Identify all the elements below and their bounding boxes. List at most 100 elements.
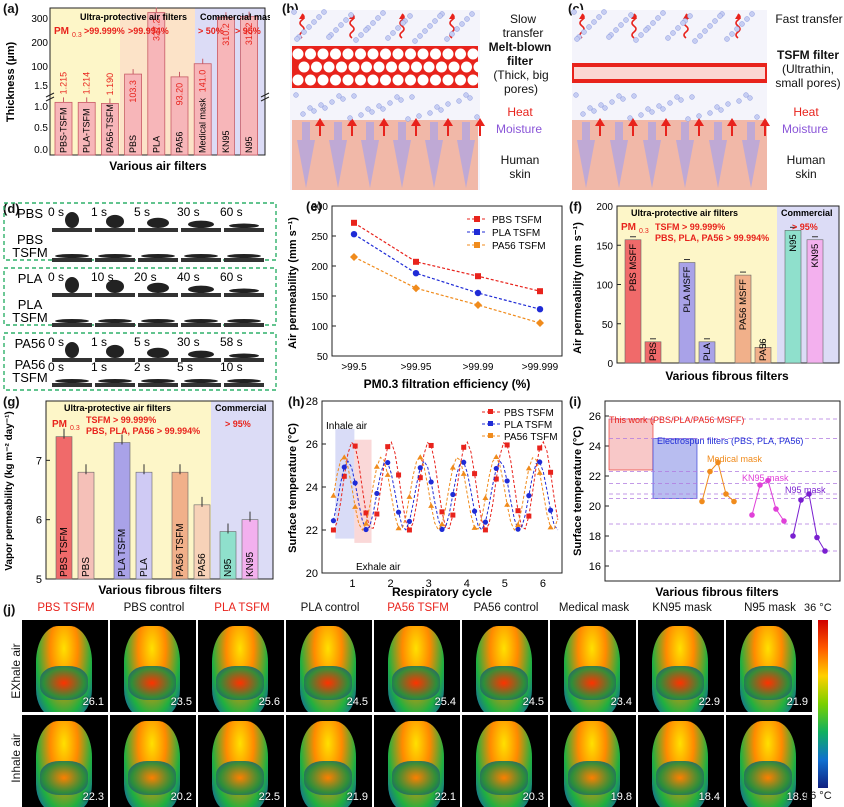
bar-label: PLA TSFM: [117, 529, 128, 577]
data-point: [515, 508, 521, 514]
ytick: 0.5: [34, 123, 48, 134]
moisture-droplet: [407, 13, 413, 19]
moisture-droplet: [340, 96, 346, 102]
data-point: [352, 503, 359, 509]
pore: [430, 48, 441, 60]
substrate: [181, 228, 221, 232]
moisture-droplet: [631, 93, 637, 99]
temperature-readout: 21.9: [346, 791, 368, 803]
data-point: [482, 527, 488, 533]
time-label: 60 s: [220, 270, 243, 284]
data-point: [374, 490, 380, 497]
time-label: 20 s: [134, 270, 157, 284]
this-work-label: This work (PBS/PLA/PA56 MSFF): [609, 415, 744, 425]
heat-label: Heat: [507, 105, 533, 119]
x-axis-label: Respiratory cycle: [392, 585, 492, 598]
y-axis-label: Air permeability (mm s⁻¹): [572, 222, 584, 354]
heat-arrow: [628, 118, 638, 136]
moisture-arrow: [709, 122, 727, 188]
thermal-image: 21.9: [286, 715, 372, 807]
substrate: [181, 293, 221, 297]
moisture-arrow: [361, 122, 379, 188]
time-label: 10 s: [220, 360, 243, 374]
panel-f: (f) 0 50 100 150 200 PBS MSFF PBS PLA MSFF PLA PA…: [567, 198, 844, 393]
series-line: [751, 479, 785, 522]
skin-label: Human skin: [500, 153, 540, 181]
moisture-droplet: [674, 94, 680, 100]
filter-name: Melt-blown filter: [488, 40, 552, 68]
substrate: [95, 258, 135, 262]
moisture-droplet: [467, 95, 473, 101]
tick-label: PBS-TSFM: [59, 107, 69, 153]
y-axis-label: Air permeability (mm s⁻¹): [287, 217, 299, 349]
pore: [455, 48, 466, 60]
panel-label: (d): [3, 201, 20, 216]
group-label: Commercial masks: [200, 12, 270, 22]
thermal-image: 22.1: [374, 715, 460, 807]
ytick: 300: [311, 202, 328, 213]
bar-label: PLA MSFF: [682, 266, 693, 312]
mask-region: [392, 666, 440, 700]
moisture-droplet: [394, 94, 400, 100]
tick-label: N95: [244, 136, 254, 153]
data-point: [384, 471, 391, 477]
legend-label: PBS TSFM: [492, 215, 542, 226]
time-label: 1 s: [91, 335, 107, 349]
arrow-head: [299, 14, 305, 19]
filter-desc: (Thick, big pores): [493, 68, 549, 96]
moisture-droplet: [336, 93, 342, 99]
moisture-droplet: [456, 98, 462, 104]
thermal-column-label: KN95 mask: [652, 602, 712, 614]
series-line: [353, 233, 541, 310]
tick-label: PA56: [175, 132, 185, 153]
substrate: [52, 293, 92, 297]
bar-label: PA56: [197, 553, 208, 577]
xtick: >99.5: [341, 362, 367, 373]
heat-arrow: [694, 118, 704, 136]
moisture-droplet: [348, 12, 354, 18]
temperature-readout: 25.6: [258, 696, 280, 708]
legend-label: PLA TSFM: [504, 420, 552, 431]
sample-name: PLA: [18, 271, 43, 286]
surface-temperature-comparison-chart: 16 18 20 22 24 26 This work (PBS/PLA/PA56 MSF…: [572, 400, 841, 598]
temperature-readout: 23.4: [610, 696, 632, 708]
data-point: [449, 464, 456, 470]
moisture-droplet: [432, 18, 438, 24]
meltblown-diagram: [290, 9, 485, 190]
thickness-chart: 1.215 PBS-TSFM 1.214 PLA-TSFM 1.190 PA56-TSFM…: [5, 7, 270, 173]
water-droplet: [188, 285, 214, 293]
row-label-exhale: EXhale air: [9, 643, 23, 699]
water-droplet: [141, 319, 175, 323]
panel-label: (e): [306, 199, 322, 214]
heat-arrow: [315, 118, 325, 136]
data-point: [341, 473, 347, 479]
moisture-droplet: [449, 31, 455, 37]
data-point: [363, 510, 369, 516]
data-point: [707, 468, 713, 475]
sample-name: TSFM: [12, 310, 47, 325]
data-point: [749, 512, 755, 518]
moisture-droplet: [375, 15, 381, 21]
thermal-column-label: PBS TSFM: [37, 602, 95, 614]
data-label: 103.3: [128, 80, 138, 103]
filter-desc: (Ultrathin, small pores): [775, 62, 841, 90]
panel-c: (c) Fast transfer TSFM filter (Ultrathin…: [560, 0, 844, 195]
moisture-droplet: [474, 114, 480, 120]
heat-arrow: [347, 118, 357, 136]
data-point: [757, 482, 763, 488]
substrate: [224, 228, 264, 232]
bar-label: PA56: [758, 338, 769, 361]
thermal-image: 26.1: [22, 620, 108, 712]
moisture-droplet: [729, 31, 735, 37]
legend-label: PA56 TSFM: [504, 432, 558, 443]
data-point: [723, 491, 729, 497]
transfer-label: Fast transfer: [775, 12, 843, 26]
bar-label: N95: [788, 234, 799, 251]
time-label: 5 s: [134, 335, 150, 349]
moisture-droplet: [598, 102, 604, 108]
data-point: [330, 527, 336, 533]
moisture-droplet: [329, 99, 335, 105]
sample-name: PBS: [17, 232, 43, 247]
bar-label: N95: [223, 558, 234, 577]
moisture-droplet: [347, 115, 353, 121]
